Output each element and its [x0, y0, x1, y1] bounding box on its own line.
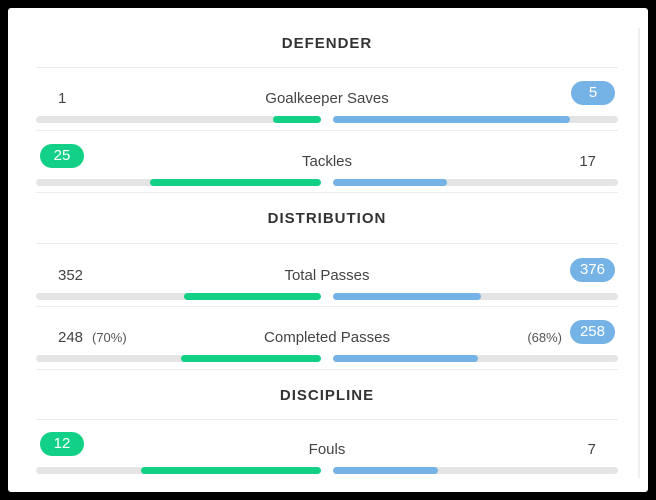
divider — [36, 192, 618, 193]
home-value: 248 — [58, 329, 84, 346]
away-value-badge: 376 — [569, 258, 615, 282]
home-bar-fill — [150, 179, 321, 186]
home-value: 1 — [58, 90, 67, 107]
stat-label: Tackles — [301, 153, 353, 170]
divider — [36, 130, 618, 131]
stat-label: Completed Passes — [264, 329, 390, 346]
away-percentage: (68%) — [527, 330, 562, 345]
home-percentage: (70%) — [92, 330, 127, 345]
home-bar-track — [36, 293, 321, 300]
stat-row-fouls: 12 7 Fouls — [36, 424, 618, 474]
divider — [36, 306, 618, 307]
divider — [36, 369, 618, 370]
home-bar-track — [36, 467, 321, 474]
stat-label: Total Passes — [284, 267, 370, 284]
home-bar-fill — [141, 467, 321, 474]
away-bar-track — [333, 116, 618, 123]
home-bar-track — [36, 116, 321, 123]
divider — [36, 243, 618, 244]
away-bar-track — [333, 293, 618, 300]
away-bar-track — [333, 179, 618, 186]
stat-row-total-passes: 352 376 Total Passes — [36, 250, 618, 300]
divider — [36, 67, 618, 68]
section-title-discipline: DISCIPLINE — [279, 387, 375, 404]
away-bar-fill — [333, 293, 481, 300]
stat-row-goalkeeper-saves: 1 5 Goalkeeper Saves — [36, 73, 618, 123]
stat-row-tackles: 25 17 Tackles — [36, 136, 618, 186]
section-title-distribution: DISTRIBUTION — [267, 210, 387, 227]
home-bar-track — [36, 179, 321, 186]
match-stats-card: DEFENDER 1 5 Goalkeeper Saves 25 17 Tack… — [8, 8, 648, 492]
away-bar-fill — [333, 116, 570, 123]
scrollbar-track[interactable] — [638, 28, 640, 478]
section-title-defender: DEFENDER — [281, 35, 373, 52]
home-value-badge: 12 — [40, 432, 84, 456]
home-bar-track — [36, 355, 321, 362]
divider — [36, 419, 618, 420]
home-bar-fill — [184, 293, 321, 300]
home-bar-fill — [181, 355, 321, 362]
away-value-badge: 5 — [571, 81, 615, 105]
away-bar-fill — [333, 179, 447, 186]
stat-label: Goalkeeper Saves — [265, 90, 389, 107]
home-value-badge: 25 — [40, 144, 84, 168]
away-bar-track — [333, 467, 618, 474]
away-value-badge: 258 — [569, 320, 615, 344]
away-value: 7 — [587, 441, 596, 458]
stat-label: Fouls — [308, 441, 346, 458]
away-bar-track — [333, 355, 618, 362]
away-bar-fill — [333, 467, 438, 474]
home-bar-fill — [273, 116, 321, 123]
away-bar-fill — [333, 355, 478, 362]
stat-row-completed-passes: 248 (70%) (68%) 258 Completed Passes — [36, 312, 618, 362]
home-value: 352 — [58, 267, 84, 284]
away-value: 17 — [579, 153, 596, 170]
